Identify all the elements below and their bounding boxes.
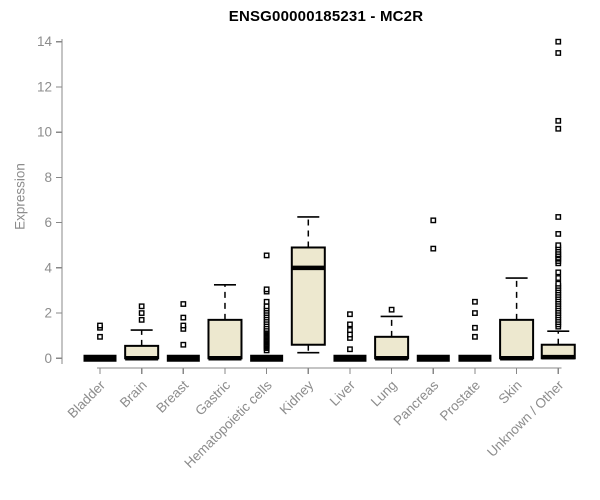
outlier-point: [555, 214, 562, 220]
outlier-point: [180, 341, 187, 348]
outlier-point: [263, 298, 270, 305]
outlier-point: [138, 303, 145, 310]
outlier-point: [555, 125, 562, 132]
outlier-point: [263, 286, 270, 293]
outlier-point: [472, 310, 478, 316]
outlier-point: [347, 331, 353, 338]
outlier-point: [555, 231, 562, 237]
outlier-point: [388, 306, 395, 313]
y-tick-label: 10: [37, 125, 52, 140]
x-tick-label-bladder: Bladder: [65, 377, 109, 421]
outlier-point: [472, 324, 478, 331]
box-liver: [333, 311, 367, 362]
outlier-point: [555, 269, 562, 276]
outlier-point: [180, 314, 187, 321]
y-tick-label: 0: [44, 351, 52, 366]
iqr-box: [290, 246, 326, 346]
outlier-point: [138, 316, 145, 323]
y-tick-label: 8: [44, 170, 52, 185]
outlier-point: [472, 333, 478, 340]
box-lung: [374, 306, 410, 361]
x-tick-label-unknown-other: Unknown / Other: [484, 377, 567, 460]
outlier-point: [347, 346, 353, 353]
outlier-point: [555, 275, 562, 281]
outlier-point: [555, 242, 562, 249]
outlier-point: [347, 311, 353, 318]
x-tick-label-kidney: Kidney: [277, 377, 317, 417]
y-tick-label: 2: [44, 306, 52, 321]
x-tick-label-prostate: Prostate: [437, 378, 483, 424]
box-kidney: [290, 216, 326, 354]
outlier-point: [180, 322, 187, 329]
y-axis-title: Expression: [12, 163, 28, 230]
box-prostate: [458, 298, 492, 362]
outlier-point: [555, 280, 562, 287]
outlier-point: [263, 252, 270, 259]
x-tick-label-brain: Brain: [117, 378, 150, 411]
iqr-box: [207, 318, 243, 360]
outlier-point: [430, 217, 437, 224]
y-axis: 0 2 4 6 8 10 12 14: [37, 34, 63, 366]
y-tick-label: 12: [37, 79, 52, 94]
y-tick-label: 6: [44, 215, 52, 230]
x-tick-label-pancreas: Pancreas: [390, 377, 441, 428]
box-hematopoietic-cells: [250, 252, 284, 362]
x-tick-label-breast: Breast: [153, 377, 191, 415]
y-tick-label: 4: [44, 260, 52, 275]
outlier-point: [472, 298, 478, 305]
outlier-point: [555, 117, 562, 124]
outlier-point: [347, 321, 353, 328]
outlier-point: [97, 333, 103, 340]
box-breast: [166, 301, 200, 362]
x-tick-label-lung: Lung: [368, 378, 400, 410]
x-tick-label-skin: Skin: [496, 378, 525, 407]
box-bladder: [83, 322, 117, 362]
outlier-point: [263, 303, 270, 310]
chart-title: ENSG00000185231 - MC2R: [228, 8, 424, 25]
box-brain: [124, 303, 160, 361]
x-tick-label-liver: Liver: [327, 377, 359, 409]
box-gastric: [207, 284, 243, 361]
outlier-point: [555, 38, 562, 45]
iqr-box: [374, 335, 410, 360]
outlier-point: [180, 301, 187, 307]
y-tick-label: 14: [37, 34, 53, 49]
outlier-point: [97, 322, 103, 329]
box-skin: [499, 277, 535, 361]
box-unknown-other: [540, 38, 576, 360]
outlier-point: [555, 50, 562, 56]
box-pancreas: [416, 217, 450, 362]
outlier-point: [347, 327, 353, 333]
x-tick-label-gastric: Gastric: [192, 377, 233, 418]
outlier-point: [430, 245, 437, 252]
outlier-point: [138, 310, 145, 316]
iqr-box: [499, 318, 535, 360]
